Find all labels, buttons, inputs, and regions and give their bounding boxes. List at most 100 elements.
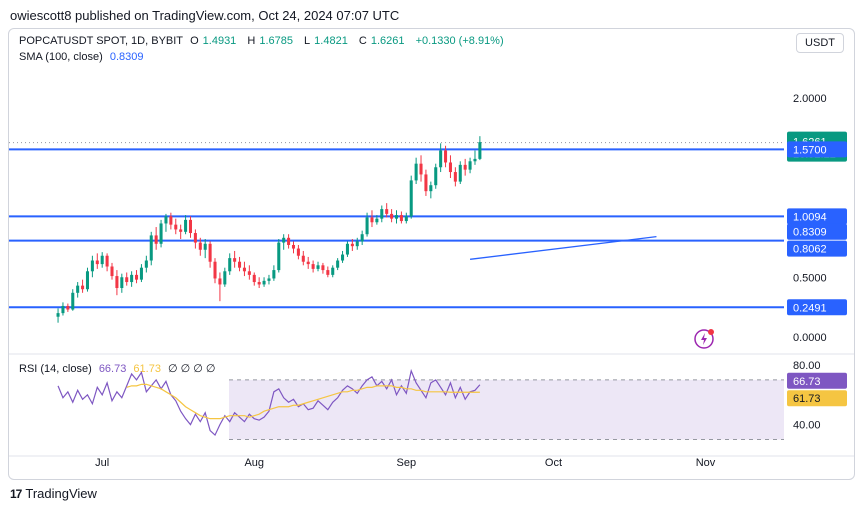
candle-body [159,223,163,244]
chart-frame[interactable]: POPCATUSDT SPOT, 1D, BYBIT O 1.4931 H 1.67… [8,28,855,480]
candle-body [218,278,222,285]
candle-body [120,277,124,289]
rsi-value-tag [787,390,847,407]
y-tick-label: 0.5000 [793,272,827,284]
candle-body [301,255,305,262]
rsi-extra-values: ∅ ∅ ∅ ∅ [168,363,216,375]
candle-body [135,274,139,280]
candle-body [414,163,418,181]
symbol-title: POPCATUSDT SPOT, 1D, BYBIT [19,35,184,47]
candle-body [149,235,153,261]
candle-body [291,244,296,249]
candle-body [439,150,443,168]
candle-body [154,235,158,244]
rsi-label: RSI (14, close) [19,363,92,375]
rsi-value-label: 61.73 [793,393,821,405]
candle-body [399,215,403,222]
candle-body [56,313,60,317]
candle-body [453,172,457,182]
candle-body [360,234,364,242]
candle-body [95,260,99,265]
candle-body [262,280,266,285]
candle-body [198,242,202,250]
tradingview-brand: TradingView [25,486,97,501]
candle-body [242,267,246,272]
level-price-label: 1.5700 [793,144,827,156]
candle-body [385,209,389,214]
candle-body [223,271,227,285]
candle-body [321,265,325,271]
candle-body [179,229,183,232]
rsi-tick-label: 40.00 [793,420,821,432]
candle-body [355,241,359,247]
close-value: 1.6261 [370,35,405,47]
candle-body [370,217,374,223]
candle-body [169,216,173,225]
candle-body [326,270,330,275]
x-tick-label: Aug [244,457,264,469]
rsi-tick-label: 80.00 [793,360,821,372]
lightning-bolt-icon [701,333,707,345]
level-price-label: 0.2491 [793,302,827,314]
price-chart-svg[interactable]: 2.00000.50000.00001.626116:52:221.57001.… [9,29,854,479]
candle-body [424,174,428,192]
open-label: O [190,35,199,47]
candle-body [130,274,134,283]
level-price-label: 0.8309 [793,227,827,239]
candle-body [85,271,90,290]
candle-body [139,267,143,280]
candle-body [473,158,477,162]
candle-body [252,274,256,283]
rsi-value-label: 66.73 [793,376,821,388]
candle-body [71,292,75,310]
candle-body [228,258,232,272]
candle-body [61,305,65,314]
candle-body [316,265,320,269]
candle-body [81,285,85,290]
candle-body [463,164,467,170]
symbol-legend: POPCATUSDT SPOT, 1D, BYBIT O 1.4931 H 1.67… [19,35,508,47]
candle-body [174,224,178,230]
rsi-value: 66.73 [98,363,127,375]
level-price-tag [787,208,847,225]
candle-body [448,162,452,173]
rsi-legend: RSI (14, close) 66.73 61.73 ∅ ∅ ∅ ∅ [19,362,220,375]
y-tick-label: 0.0000 [793,332,827,344]
candle-body [287,237,291,245]
candle-body [272,270,276,279]
candle-body [238,261,242,268]
candle-body [306,261,310,265]
sma-label: SMA (100, close) [19,51,103,63]
candle-body [458,164,462,182]
candle-body [257,282,261,285]
candle-body [203,243,207,250]
currency-button[interactable]: USDT [796,33,844,53]
x-tick-label: Nov [696,457,716,469]
candle-body [390,213,394,219]
candle-body [331,267,335,275]
candle-body [380,209,384,219]
publisher-header: owiescott8 published on TradingView.com,… [10,8,400,23]
level-price-label: 0.8062 [793,244,827,256]
high-label: H [247,35,256,47]
candle-body [282,237,286,243]
rsi-band [229,379,784,440]
candle-body [213,261,217,279]
candle-body [394,215,399,219]
candle-body [188,219,193,234]
candle-body [341,254,345,261]
level-price-tag [787,299,847,316]
candle-body [419,163,423,175]
candle-body [478,142,482,159]
tradingview-footer: 17 TradingView [10,486,97,501]
close-label: C [358,35,367,47]
candle-body [115,276,119,289]
level-price-label: 1.0094 [793,211,827,223]
candle-body [100,255,104,265]
candle-body [233,258,237,262]
candle-body [296,248,300,256]
candle-body [277,242,281,271]
candle-body [365,217,369,235]
x-tick-label: Jul [95,457,109,469]
lightning-icon [694,329,714,349]
